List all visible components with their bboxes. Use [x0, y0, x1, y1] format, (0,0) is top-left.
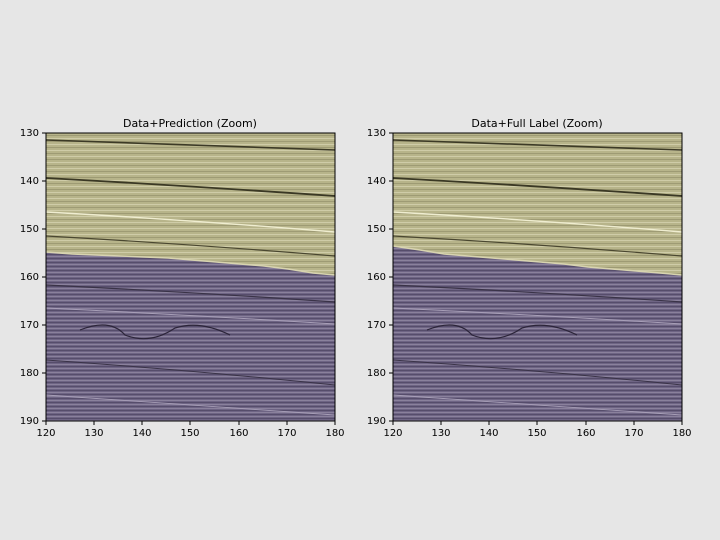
x-tick-label: 150: [527, 428, 546, 439]
x-axis: 120 130 140 150 160 170 180: [36, 421, 345, 439]
y-tick-label: 180: [20, 368, 39, 379]
x-tick-label: 170: [624, 428, 643, 439]
x-tick-label: 150: [180, 428, 199, 439]
y-tick-label: 160: [367, 272, 386, 283]
lower-region: [393, 246, 682, 421]
panel-full-label: Data+Full Label (Zoom): [367, 117, 692, 439]
y-tick-label: 140: [367, 176, 386, 187]
x-tick-label: 140: [132, 428, 151, 439]
x-tick-label: 170: [277, 428, 296, 439]
x-tick-label: 180: [672, 428, 691, 439]
x-tick-label: 180: [325, 428, 344, 439]
x-tick-label: 160: [576, 428, 595, 439]
image-area: [392, 133, 683, 421]
panel-title: Data+Prediction (Zoom): [123, 117, 257, 130]
y-tick-label: 130: [20, 128, 39, 139]
panel-title: Data+Full Label (Zoom): [471, 117, 602, 130]
image-area: [45, 133, 336, 421]
x-axis: 120 130 140 150 160 170 180: [383, 421, 692, 439]
label-boundary: [392, 245, 683, 276]
panel-prediction: Data+Prediction (Zoom): [20, 117, 345, 439]
y-tick-label: 130: [367, 128, 386, 139]
x-tick-label: 130: [431, 428, 450, 439]
y-axis: 130 140 150 160 170 180 190: [367, 128, 393, 427]
upper-region: [393, 133, 682, 275]
x-tick-label: 160: [229, 428, 248, 439]
y-tick-label: 160: [20, 272, 39, 283]
x-tick-label: 120: [36, 428, 55, 439]
lower-region: [46, 252, 335, 421]
y-tick-label: 190: [20, 416, 39, 427]
x-tick-label: 130: [84, 428, 103, 439]
label-boundary: [45, 251, 336, 276]
y-tick-label: 190: [367, 416, 386, 427]
y-tick-label: 150: [367, 224, 386, 235]
y-tick-label: 170: [20, 320, 39, 331]
y-tick-label: 150: [20, 224, 39, 235]
seismic-reflectors: [45, 139, 336, 416]
x-tick-label: 140: [479, 428, 498, 439]
x-tick-label: 120: [383, 428, 402, 439]
y-tick-label: 170: [367, 320, 386, 331]
y-tick-label: 140: [20, 176, 39, 187]
y-axis: 130 140 150 160 170 180 190: [20, 128, 46, 427]
y-tick-label: 180: [367, 368, 386, 379]
seismic-reflectors: [392, 139, 683, 416]
upper-region: [46, 133, 335, 275]
